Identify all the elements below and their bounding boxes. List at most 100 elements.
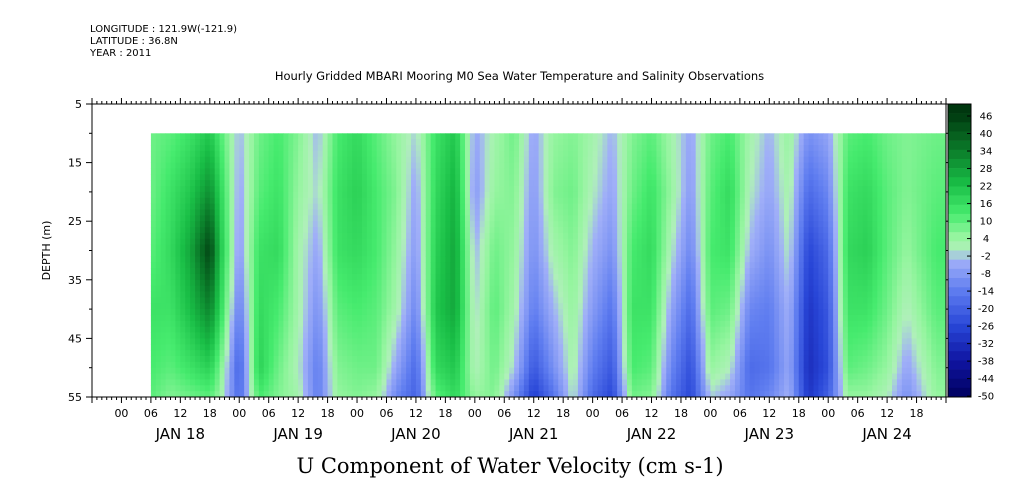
heatmap-cell	[474, 279, 481, 287]
heatmap-cell	[631, 150, 638, 158]
heatmap-cell	[249, 268, 255, 275]
heatmap-cell	[268, 156, 274, 163]
heatmap-cell	[361, 379, 368, 386]
heatmap-cell	[680, 180, 687, 187]
heatmap-cell	[190, 379, 196, 386]
heatmap-cell	[460, 320, 466, 328]
heatmap-cell	[548, 314, 554, 322]
heatmap-cell	[592, 156, 598, 163]
heatmap-cell	[641, 162, 648, 169]
heatmap-cell	[411, 344, 417, 351]
heatmap-cell	[263, 309, 270, 316]
heatmap-cell	[533, 279, 540, 287]
heatmap-cell	[229, 197, 235, 205]
heatmap-cell	[396, 203, 402, 210]
heatmap-cell	[273, 320, 279, 328]
heatmap-cell	[386, 221, 392, 228]
heatmap-cell	[361, 209, 368, 216]
heatmap-cell	[479, 150, 486, 158]
heatmap-cell	[244, 309, 250, 316]
heatmap-cell	[234, 291, 240, 298]
heatmap-cell	[312, 326, 319, 333]
heatmap-cell	[180, 256, 186, 263]
heatmap-cell	[322, 326, 328, 333]
heatmap-cell	[528, 314, 535, 322]
heatmap-cell	[666, 314, 672, 322]
heatmap-cell	[337, 250, 343, 257]
heatmap-cell	[415, 203, 422, 210]
heatmap-cell	[185, 156, 191, 163]
heatmap-cell	[666, 238, 672, 246]
heatmap-cell	[278, 285, 284, 292]
heatmap-cell	[538, 279, 544, 287]
heatmap-cell	[219, 168, 225, 175]
heatmap-cell	[357, 391, 363, 398]
heatmap-cell	[342, 232, 348, 240]
heatmap-cell	[656, 391, 662, 398]
heatmap-cell	[440, 297, 446, 304]
heatmap-cell	[690, 361, 697, 369]
heatmap-cell	[514, 227, 520, 234]
heatmap-cell	[445, 385, 451, 392]
heatmap-cell	[465, 232, 471, 240]
heatmap-cell	[209, 314, 216, 322]
heatmap-cell	[195, 221, 201, 228]
heatmap-cell	[195, 162, 201, 169]
heatmap-cell	[371, 314, 378, 322]
heatmap-cell	[489, 150, 495, 158]
heatmap-cell	[425, 367, 432, 374]
heatmap-cell	[332, 227, 338, 234]
heatmap-cell	[155, 320, 162, 328]
heatmap-cell	[268, 326, 274, 333]
heatmap-cell	[445, 367, 451, 374]
heatmap-cell	[680, 268, 687, 275]
heatmap-cell	[631, 256, 638, 263]
heatmap-cell	[165, 273, 171, 281]
heatmap-cell	[533, 150, 540, 158]
heatmap-cell	[288, 232, 294, 240]
heatmap-cell	[617, 145, 623, 152]
heatmap-cell	[160, 291, 167, 298]
heatmap-cell	[465, 350, 471, 357]
heatmap-cell	[582, 150, 589, 158]
heatmap-cell	[278, 373, 284, 380]
heatmap-cell	[298, 156, 304, 163]
heatmap-cell	[514, 197, 520, 205]
heatmap-cell	[494, 133, 500, 140]
heatmap-cell	[445, 391, 451, 398]
heatmap-cell	[568, 256, 574, 263]
heatmap-cell	[680, 156, 687, 163]
heatmap-cell	[666, 373, 672, 380]
heatmap-cell	[617, 209, 623, 216]
heatmap-cell	[435, 291, 441, 298]
heatmap-cell	[489, 197, 495, 205]
heatmap-cell	[342, 303, 348, 310]
heatmap-cell	[190, 285, 196, 292]
heatmap-cell	[548, 361, 554, 369]
heatmap-cell	[474, 291, 481, 298]
heatmap-cell	[415, 291, 422, 298]
heatmap-cell	[533, 139, 540, 146]
heatmap-cell	[656, 191, 662, 199]
heatmap-cell	[347, 273, 353, 281]
heatmap-cell	[661, 250, 667, 257]
heatmap-cell	[337, 273, 343, 281]
heatmap-cell	[617, 350, 623, 357]
heatmap-cell	[307, 291, 314, 298]
heatmap-cell	[253, 355, 260, 363]
heatmap-cell	[661, 156, 667, 163]
heatmap-cell	[514, 367, 520, 374]
heatmap-cell	[244, 344, 250, 351]
heatmap-cell	[180, 227, 186, 234]
heatmap-cell	[671, 256, 677, 263]
heatmap-cell	[509, 191, 515, 199]
heatmap-cell	[376, 361, 382, 369]
heatmap-cell	[273, 332, 279, 339]
heatmap-cell	[278, 303, 284, 310]
heatmap-cell	[509, 379, 515, 386]
heatmap-cell	[626, 338, 633, 345]
heatmap-cell	[568, 309, 574, 316]
heatmap-cell	[401, 391, 407, 398]
heatmap-cell	[617, 174, 623, 181]
heatmap-cell	[401, 279, 407, 287]
